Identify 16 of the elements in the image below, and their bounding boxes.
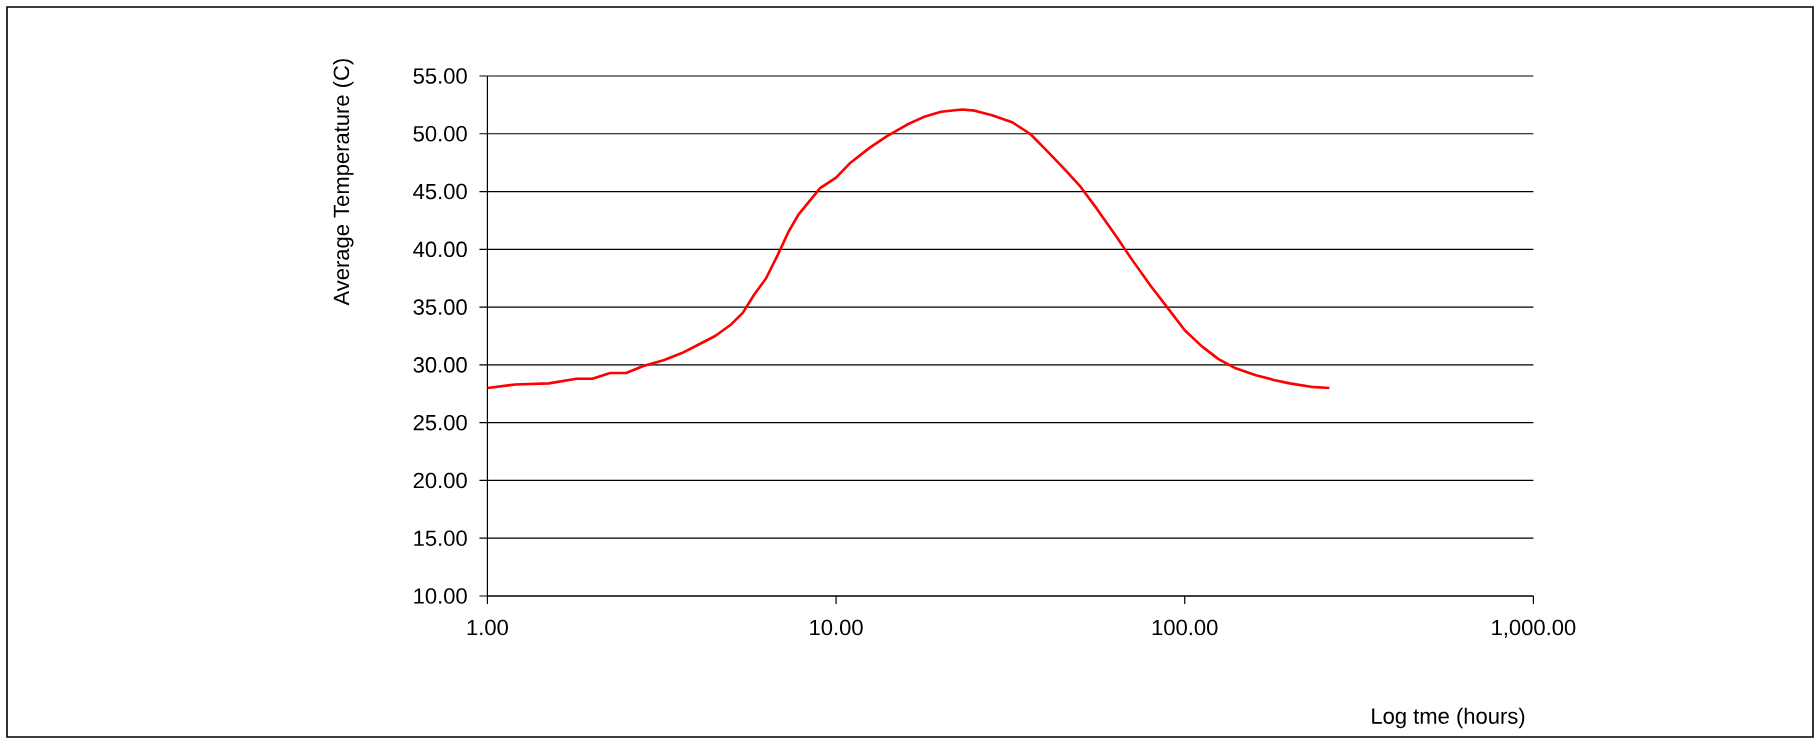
x-tick-label: 10.00 [810,619,863,636]
y-tick-label: 55.00 [413,68,467,84]
x-axis-title: Log tme (hours) [1372,707,1525,729]
y-tick-label: 50.00 [413,126,467,142]
y-tick-label: 20.00 [413,472,467,489]
y-tick-label: 40.00 [413,241,467,258]
y-tick-label: 25.00 [413,414,467,431]
y-tick-label: 35.00 [413,299,467,315]
y-tick-label: 15.00 [414,530,467,546]
x-tick-label: 1,000.00 [1492,619,1576,638]
y-tick-label: 10.00 [414,588,467,604]
y-tick-label: 30.00 [413,357,467,373]
y-axis-title: Average Temperature (C) [333,59,354,306]
x-tick-label: 1.00 [467,619,508,636]
x-tick-label: 100.00 [1152,619,1218,636]
y-tick-label: 45.00 [413,183,467,200]
